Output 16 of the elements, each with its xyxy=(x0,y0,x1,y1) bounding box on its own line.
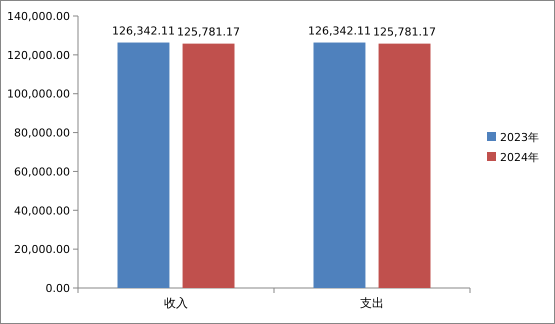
y-tick-label: 100,000.00 xyxy=(7,88,70,101)
y-tick-label: 120,000.00 xyxy=(7,48,70,62)
y-tick-label: 60,000.00 xyxy=(14,165,70,178)
y-tick-label: 20,000.00 xyxy=(14,243,70,256)
data-label: 125,781.17 xyxy=(177,26,240,39)
x-tick-label: 支出 xyxy=(360,296,384,310)
y-tick-label: 140,000.00 xyxy=(7,10,70,23)
x-tick-label: 收入 xyxy=(164,296,188,310)
y-tick-label: 40,000.00 xyxy=(14,204,70,218)
y-tick-label: 0.00 xyxy=(46,282,70,295)
y-tick-label: 80,000.00 xyxy=(14,126,70,140)
data-label: 125,781.17 xyxy=(373,26,436,39)
legend-label: 2024年 xyxy=(500,151,539,164)
data-label: 126,342.11 xyxy=(308,24,371,38)
legend-label: 2023年 xyxy=(500,131,539,144)
data-label: 126,342.11 xyxy=(112,24,175,38)
